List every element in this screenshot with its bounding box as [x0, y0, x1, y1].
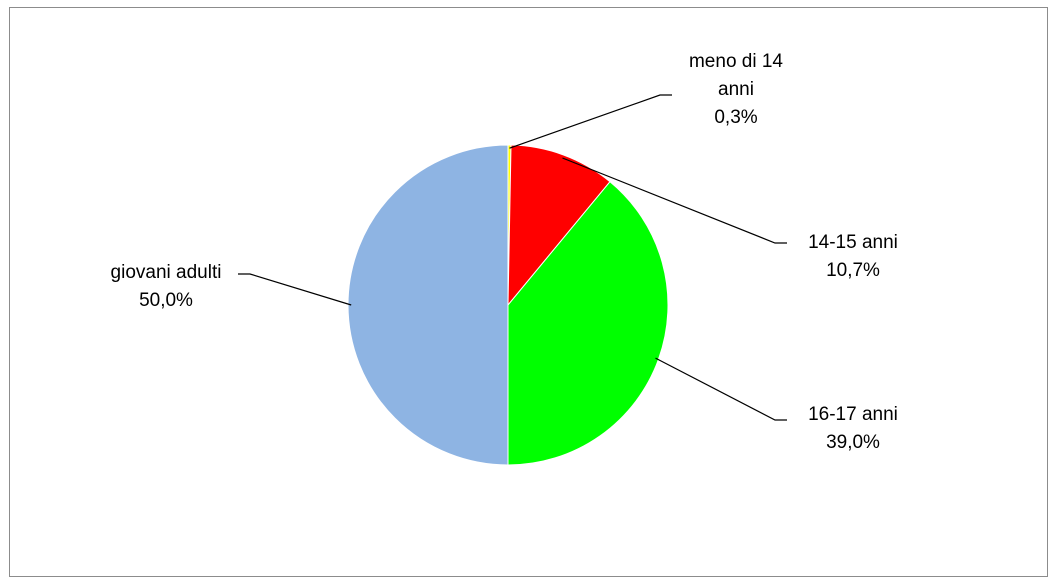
data-label-value: 39,0%	[826, 432, 880, 453]
pie-slice-14-15-anni	[507, 144, 611, 307]
leader-line-16-17-anni	[655, 357, 787, 421]
data-labels-layer: meno di 14 anni 0,3% 14-15 anni 10,7% 16-17 a…	[111, 51, 898, 453]
data-label-giovani-adulti: giovani adulti 50,0%	[111, 262, 222, 311]
data-label-value: 0,3%	[714, 107, 757, 128]
leader-line-14-15-anni	[562, 157, 787, 244]
data-label-name: 14-15 anni	[808, 232, 898, 253]
data-label-value: 50,0%	[139, 290, 193, 311]
leader-line-meno-di-14-anni	[509, 94, 672, 149]
pie-slice-giovani-adulti	[347, 144, 509, 466]
data-label-14-15-anni: 14-15 anni 10,7%	[808, 232, 898, 281]
leader-line-giovani-adulti	[238, 273, 352, 306]
leader-lines-layer	[238, 94, 787, 421]
data-label-value: 10,7%	[826, 260, 880, 281]
slices-layer	[347, 144, 669, 466]
data-label-meno-di-14-anni: meno di 14 anni 0,3%	[689, 51, 783, 128]
data-label-16-17-anni: 16-17 anni 39,0%	[808, 404, 898, 453]
data-label-name: giovani adulti	[111, 262, 222, 283]
data-label-name: anni	[718, 79, 754, 100]
data-label-name: meno di 14	[689, 51, 783, 72]
data-label-name: 16-17 anni	[808, 404, 898, 425]
